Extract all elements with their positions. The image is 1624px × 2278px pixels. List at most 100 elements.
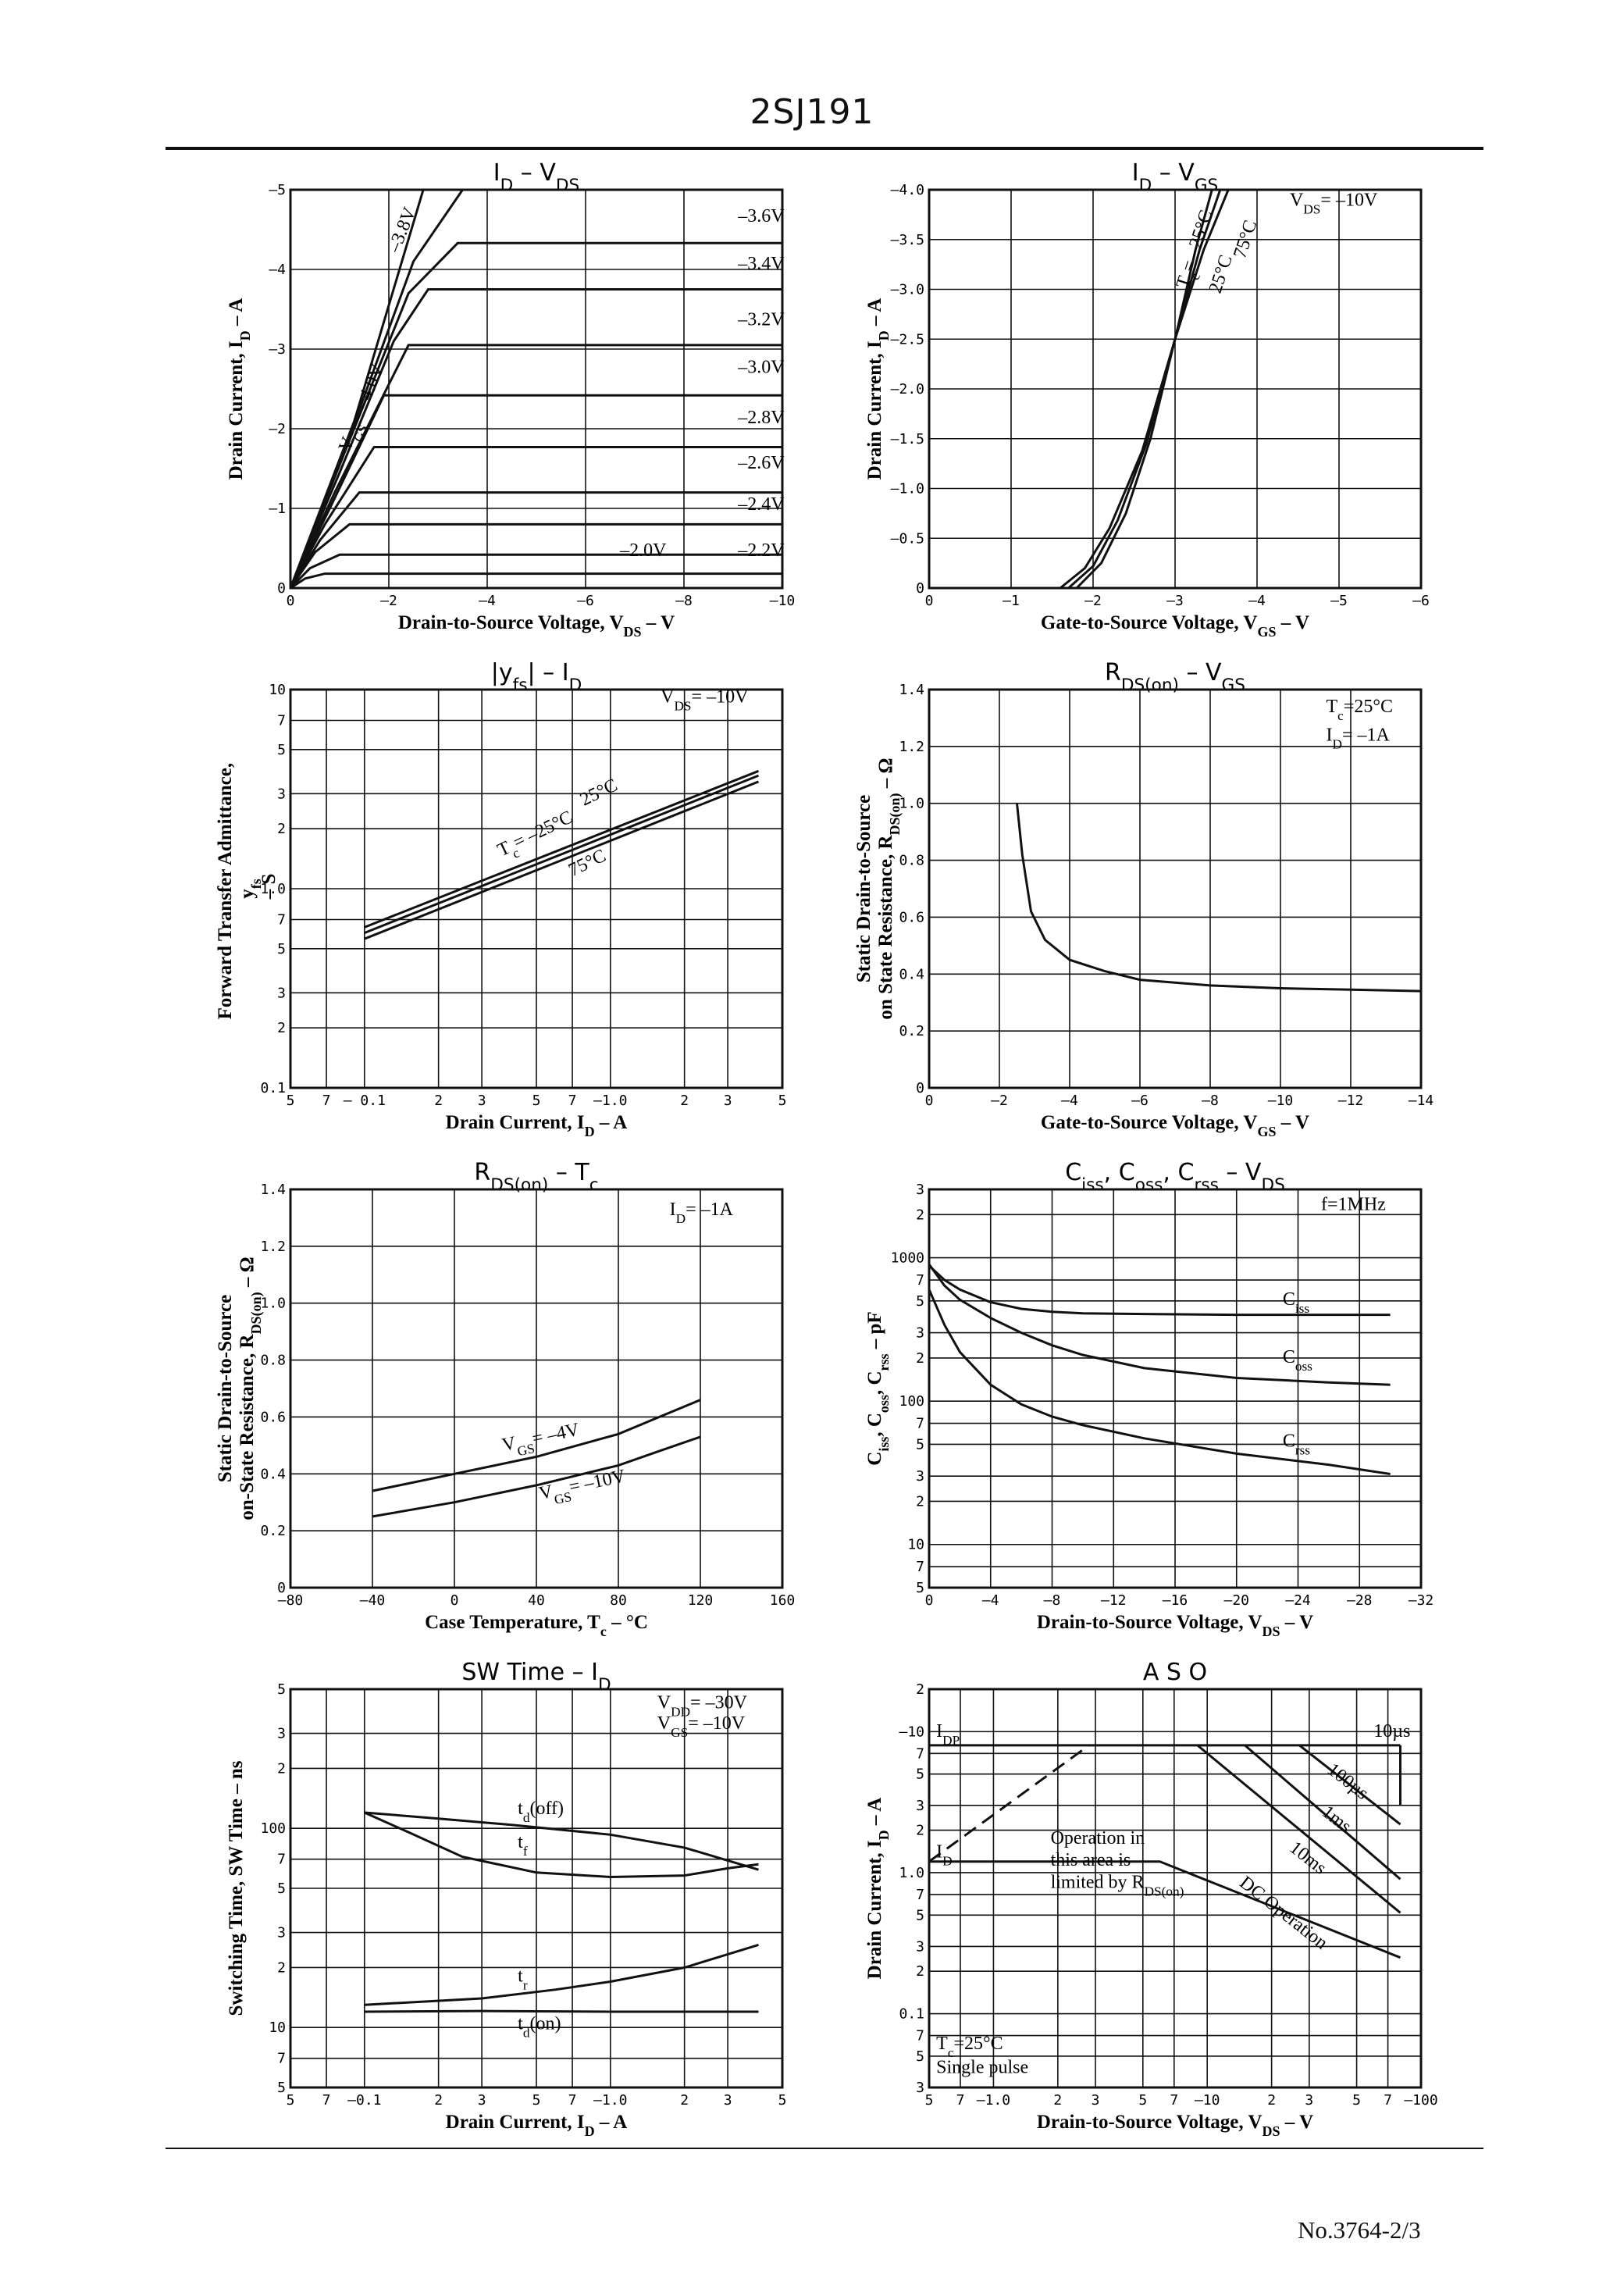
plot-frame [928, 1188, 1423, 1589]
annotation-label: –3.6V [737, 206, 785, 226]
y-tick-label: 3 [277, 1726, 286, 1742]
x-tick-label: 7 [1170, 2092, 1178, 2109]
chart-title: Ciss, Coss, Crss – VDS [1065, 1159, 1285, 1195]
y-tick-label: 1.4 [899, 682, 924, 698]
x-tick-label: –3 [1166, 593, 1184, 609]
y-tick-label: 2 [916, 1350, 924, 1367]
y-tick-label: 3 [916, 1798, 924, 1814]
y-tick-label: 100 [260, 1820, 286, 1837]
x-tick-label: –6 [577, 593, 594, 609]
x-tick-label: 5 [287, 2092, 295, 2109]
series-line [289, 189, 425, 589]
chart-rds-tc: RDS(on) – Tc –80 –40 0 40 80 120 160 0 0.2 0.4 0.6 0… [215, 1159, 796, 1639]
series-line [290, 572, 782, 590]
annotation-label: VGS= –10V [537, 1466, 629, 1510]
y-axis-label: Drain Current, ID – A [864, 1798, 892, 1980]
y-tick-label: –0.5 [891, 530, 924, 547]
series-line [1016, 803, 1422, 993]
series-line [1244, 1744, 1401, 1881]
series-line [364, 780, 760, 940]
y-tick-label: 3 [916, 1182, 924, 1198]
series-line [928, 1289, 1391, 1475]
plot-frame [289, 1688, 784, 2089]
y-axis-label: Drain Current, ID – A [864, 298, 892, 480]
x-tick-label: 120 [688, 1592, 714, 1609]
x-tick-label: 3 [478, 1093, 486, 1109]
x-axis-label: Gate-to-Source Voltage, VGS – V [1041, 612, 1309, 640]
y-tick-label: –3.5 [891, 232, 924, 248]
x-tick-label: 2 [434, 2092, 443, 2109]
x-tick-label: 0 [451, 1592, 459, 1609]
x-tick-label: 5 [1138, 2092, 1147, 2109]
x-tick-label: – 0.1 [344, 1093, 386, 1109]
x-tick-label: 7 [322, 2092, 331, 2109]
annotation-label: –3.2V [737, 309, 785, 330]
series-line [1196, 1744, 1401, 1914]
y-tick-label: –4 [269, 262, 286, 278]
y-tick-label: 5 [277, 1681, 286, 1698]
annotation-label: IDP [936, 1721, 960, 1748]
y-axis-label: Ciss, Coss, Crss – pF [864, 1311, 892, 1465]
y-tick-label: 5 [277, 2080, 286, 2096]
x-tick-label: –1.0 [977, 2092, 1010, 2109]
annotation-label: tf [518, 1832, 528, 1859]
chart-aso: A S O5 7 –1.0 2 3 5 7 –10 2 3 5 7 –1003570.123571.02… [864, 1659, 1438, 2139]
x-tick-label: 0 [925, 1592, 934, 1609]
part-number: 2SJ191 [750, 92, 874, 132]
annotation-label: ID= –1A [670, 1200, 734, 1226]
series-line [928, 1264, 1391, 1386]
x-axis-label: Drain Current, ID – A [446, 1112, 628, 1139]
x-tick-label: –40 [360, 1592, 386, 1609]
y-tick-label: 2 [277, 821, 286, 837]
annotation-label: VGS= –4V [500, 1420, 583, 1462]
x-axis-label: Case Temperature, Tc – °C [425, 1612, 648, 1639]
y-tick-label: 5 [916, 1436, 924, 1453]
x-tick-label: 5 [1352, 2092, 1361, 2109]
chart-yfs-id: |yfs| – ID5 7– 0.1 2 3 5 7 –1.0 2 3 50.123571.023… [215, 659, 786, 1139]
y-tick-label: 0.4 [899, 966, 924, 982]
y-tick-label: 3 [916, 1468, 924, 1485]
y-tick-label: 1.0 [260, 1296, 286, 1312]
series-line [364, 1811, 759, 1871]
y-tick-label: 3 [277, 1925, 286, 1941]
x-tick-label: 3 [478, 2092, 486, 2109]
x-tick-label: –28 [1347, 1592, 1373, 1609]
x-tick-label: 7 [322, 1093, 331, 1109]
annotation-label: –3.0V [737, 358, 785, 378]
x-tick-label: –8 [1044, 1592, 1061, 1609]
y-tick-label: –2.0 [891, 381, 924, 397]
footer-rule [166, 2148, 1483, 2149]
annotation-label: td(on) [518, 2013, 561, 2040]
y-tick-label: 2 [916, 1493, 924, 1510]
x-tick-label: 160 [770, 1592, 796, 1609]
y-tick-label: 2 [916, 1823, 924, 1839]
y-tick-label: –2 [269, 421, 286, 437]
annotation-label: VDS= –10V [1290, 190, 1378, 216]
x-tick-label: –1.0 [593, 2092, 627, 2109]
x-tick-label: 5 [925, 2092, 934, 2109]
x-tick-label: –10 [770, 593, 796, 609]
x-tick-label: –10 [1195, 2092, 1220, 2109]
chart-title: ID – VDS [493, 159, 579, 195]
y-tick-label: 5 [277, 941, 286, 957]
chart-title: RDS(on) – VGS [1105, 659, 1245, 695]
x-tick-label: 0 [925, 1093, 934, 1109]
y-tick-label: 1000 [891, 1250, 924, 1267]
x-tick-label: –4 [1061, 1093, 1078, 1109]
x-tick-label: –10 [1268, 1093, 1294, 1109]
series-line [372, 1435, 701, 1518]
x-tick-label: –20 [1223, 1592, 1249, 1609]
annotation-label: –2.4V [737, 494, 785, 515]
x-tick-label: 0 [925, 593, 934, 609]
annotation-label: ID= –1A [1327, 725, 1391, 752]
doc-number: No.3764-2/3 [1298, 2216, 1421, 2244]
x-tick-label: 3 [724, 1093, 732, 1109]
y-tick-label: 0.2 [260, 1523, 286, 1539]
y-tick-label: 7 [916, 1887, 924, 1903]
y-tick-label: 5 [916, 1293, 924, 1310]
y-tick-label: 0.1 [260, 1080, 286, 1096]
x-tick-label: –12 [1338, 1093, 1364, 1109]
y-tick-label: 1.2 [260, 1239, 286, 1255]
annotation-label: –2.0V [619, 540, 667, 561]
